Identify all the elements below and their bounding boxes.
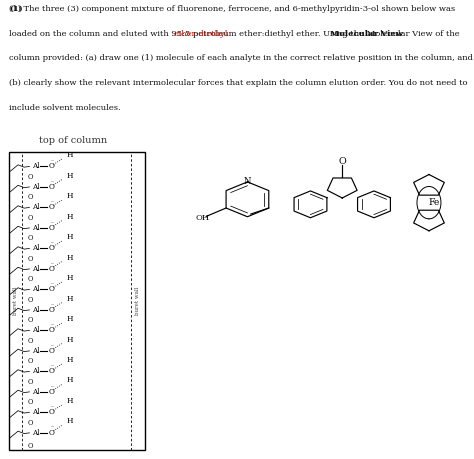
Text: Al: Al <box>32 245 40 252</box>
Text: O: O <box>27 234 33 242</box>
Text: ··: ·· <box>50 179 54 184</box>
Text: O: O <box>27 296 33 304</box>
Text: ··: ·· <box>50 199 54 204</box>
Text: O: O <box>48 285 54 293</box>
Text: Al: Al <box>32 326 40 335</box>
Text: O: O <box>48 326 54 335</box>
Text: O: O <box>27 255 33 263</box>
Text: O: O <box>48 306 54 314</box>
Text: Al: Al <box>32 429 40 437</box>
Text: H: H <box>67 418 73 425</box>
Text: (b) clearly show the relevant intermolecular forces that explain the column elut: (b) clearly show the relevant intermolec… <box>9 79 468 87</box>
Text: ··: ·· <box>50 404 54 409</box>
Text: H: H <box>67 274 73 282</box>
Text: O: O <box>27 193 33 201</box>
Text: O: O <box>27 316 33 324</box>
Text: Al: Al <box>32 367 40 375</box>
Text: O: O <box>48 409 54 416</box>
Text: OH: OH <box>195 214 210 222</box>
Text: O: O <box>48 429 54 437</box>
Text: O: O <box>27 442 33 450</box>
Text: Al: Al <box>32 183 40 191</box>
Text: N: N <box>244 177 251 186</box>
Text: O: O <box>338 157 346 166</box>
Text: ··: ·· <box>50 302 54 307</box>
Text: loaded on the column and eluted with 95:5 petroleum ether:diethyl ether. Using t: loaded on the column and eluted with 95:… <box>9 30 460 38</box>
Text: buret wall: buret wall <box>13 287 18 315</box>
Text: H: H <box>67 172 73 179</box>
Text: H: H <box>67 253 73 262</box>
Text: ··: ·· <box>50 363 54 368</box>
Text: H: H <box>67 213 73 221</box>
Text: Al: Al <box>32 224 40 232</box>
Text: Al: Al <box>32 409 40 416</box>
Text: H: H <box>67 192 73 200</box>
Text: ··: ·· <box>50 240 54 245</box>
Text: H: H <box>67 356 73 364</box>
Text: Molecular View: Molecular View <box>330 30 403 38</box>
Text: include solvent molecules.: include solvent molecules. <box>9 104 121 112</box>
Text: ··: ·· <box>50 158 54 163</box>
Text: Al: Al <box>32 347 40 355</box>
Text: O: O <box>27 357 33 365</box>
Text: buret wall: buret wall <box>136 287 140 315</box>
Text: ether:diethyl: ether:diethyl <box>173 30 228 38</box>
Text: O: O <box>48 224 54 232</box>
Text: (1): (1) <box>9 5 23 13</box>
Text: O: O <box>27 336 33 345</box>
Text: ··: ·· <box>50 281 54 286</box>
Text: O: O <box>48 162 54 170</box>
Text: H: H <box>67 376 73 385</box>
Text: ··: ·· <box>50 343 54 348</box>
Text: top of column: top of column <box>39 136 108 145</box>
Text: O: O <box>27 214 33 222</box>
Text: O: O <box>48 347 54 355</box>
Text: (1) The three (3) component mixture of fluorenone, ferrocene, and 6-methylpyridi: (1) The three (3) component mixture of f… <box>9 5 456 13</box>
Text: H: H <box>67 336 73 343</box>
Text: Al: Al <box>32 306 40 314</box>
Text: H: H <box>67 233 73 241</box>
Text: O: O <box>48 245 54 252</box>
Text: O: O <box>27 419 33 426</box>
Text: ··: ·· <box>50 261 54 266</box>
Text: Fe: Fe <box>428 198 439 207</box>
Text: Al: Al <box>32 285 40 293</box>
Text: H: H <box>67 315 73 323</box>
Text: O: O <box>27 378 33 386</box>
Text: H: H <box>67 397 73 405</box>
Text: ··: ·· <box>50 322 54 327</box>
Text: O: O <box>48 388 54 396</box>
Text: column provided: (a) draw one (1) molecule of each analyte in the correct relati: column provided: (a) draw one (1) molecu… <box>9 55 474 62</box>
Text: Al: Al <box>32 388 40 396</box>
Text: ··: ·· <box>50 384 54 389</box>
Text: H: H <box>67 295 73 302</box>
Text: ··: ·· <box>50 220 54 225</box>
Bar <box>9 152 145 450</box>
Text: O: O <box>27 173 33 181</box>
Text: ··: ·· <box>50 425 54 430</box>
Text: O: O <box>48 367 54 375</box>
Text: Al: Al <box>32 265 40 273</box>
Text: O: O <box>48 183 54 191</box>
Text: O: O <box>48 203 54 212</box>
Text: O: O <box>48 265 54 273</box>
Text: Al: Al <box>32 162 40 170</box>
Text: Al: Al <box>32 203 40 212</box>
Text: O: O <box>27 398 33 406</box>
Text: O: O <box>27 275 33 283</box>
Text: H: H <box>67 151 73 159</box>
